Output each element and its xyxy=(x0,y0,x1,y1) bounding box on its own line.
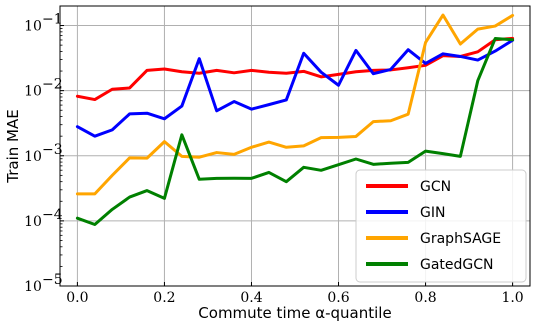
series-line-gatedgcn xyxy=(75,37,515,226)
legend: GCN GIN GraphSAGE GatedGCN xyxy=(355,169,527,283)
x-tick-label: 1.0 xyxy=(501,290,523,306)
x-axis-ticks: 0.0 0.2 0.4 0.6 0.8 1.0 xyxy=(66,282,524,306)
x-tick-label: 0.8 xyxy=(414,290,436,306)
legend-label-gatedgcn: GatedGCN xyxy=(420,257,494,273)
x-tick-label: 0.0 xyxy=(66,290,88,306)
x-axis-label: Commute time α-quantile xyxy=(198,304,391,322)
legend-box xyxy=(355,169,527,283)
legend-label-gcn: GCN xyxy=(420,179,451,195)
legend-label-graphsage: GraphSAGE xyxy=(420,231,501,247)
x-tick-label: 0.2 xyxy=(153,290,175,306)
series-lines xyxy=(75,13,515,226)
y-tick-label: 10 xyxy=(24,214,42,230)
y-tick-exponent: −3 xyxy=(42,142,63,158)
plot-frame xyxy=(59,5,531,287)
y-tick-label: 10 xyxy=(24,19,42,35)
series-line-gcn xyxy=(75,36,515,102)
x-tick-label: 0.4 xyxy=(240,290,262,306)
y-tick-exponent: −4 xyxy=(42,207,63,223)
x-tick-label: 0.6 xyxy=(327,290,349,306)
y-tick-label: 10 xyxy=(24,84,42,100)
series-line-graphsage xyxy=(75,13,515,196)
y-tick-exponent: −2 xyxy=(42,77,63,93)
y-axis-ticks: 10−510−410−310−210−1 xyxy=(24,12,64,295)
series-line-gin xyxy=(75,38,515,138)
legend-label-gin: GIN xyxy=(420,205,445,221)
y-tick-exponent: −1 xyxy=(42,12,63,28)
y-tick-exponent: −5 xyxy=(42,272,63,288)
y-tick-label: 10 xyxy=(24,279,42,295)
y-tick-label: 10 xyxy=(24,149,42,165)
y-axis-label: Train MAE xyxy=(4,109,22,183)
